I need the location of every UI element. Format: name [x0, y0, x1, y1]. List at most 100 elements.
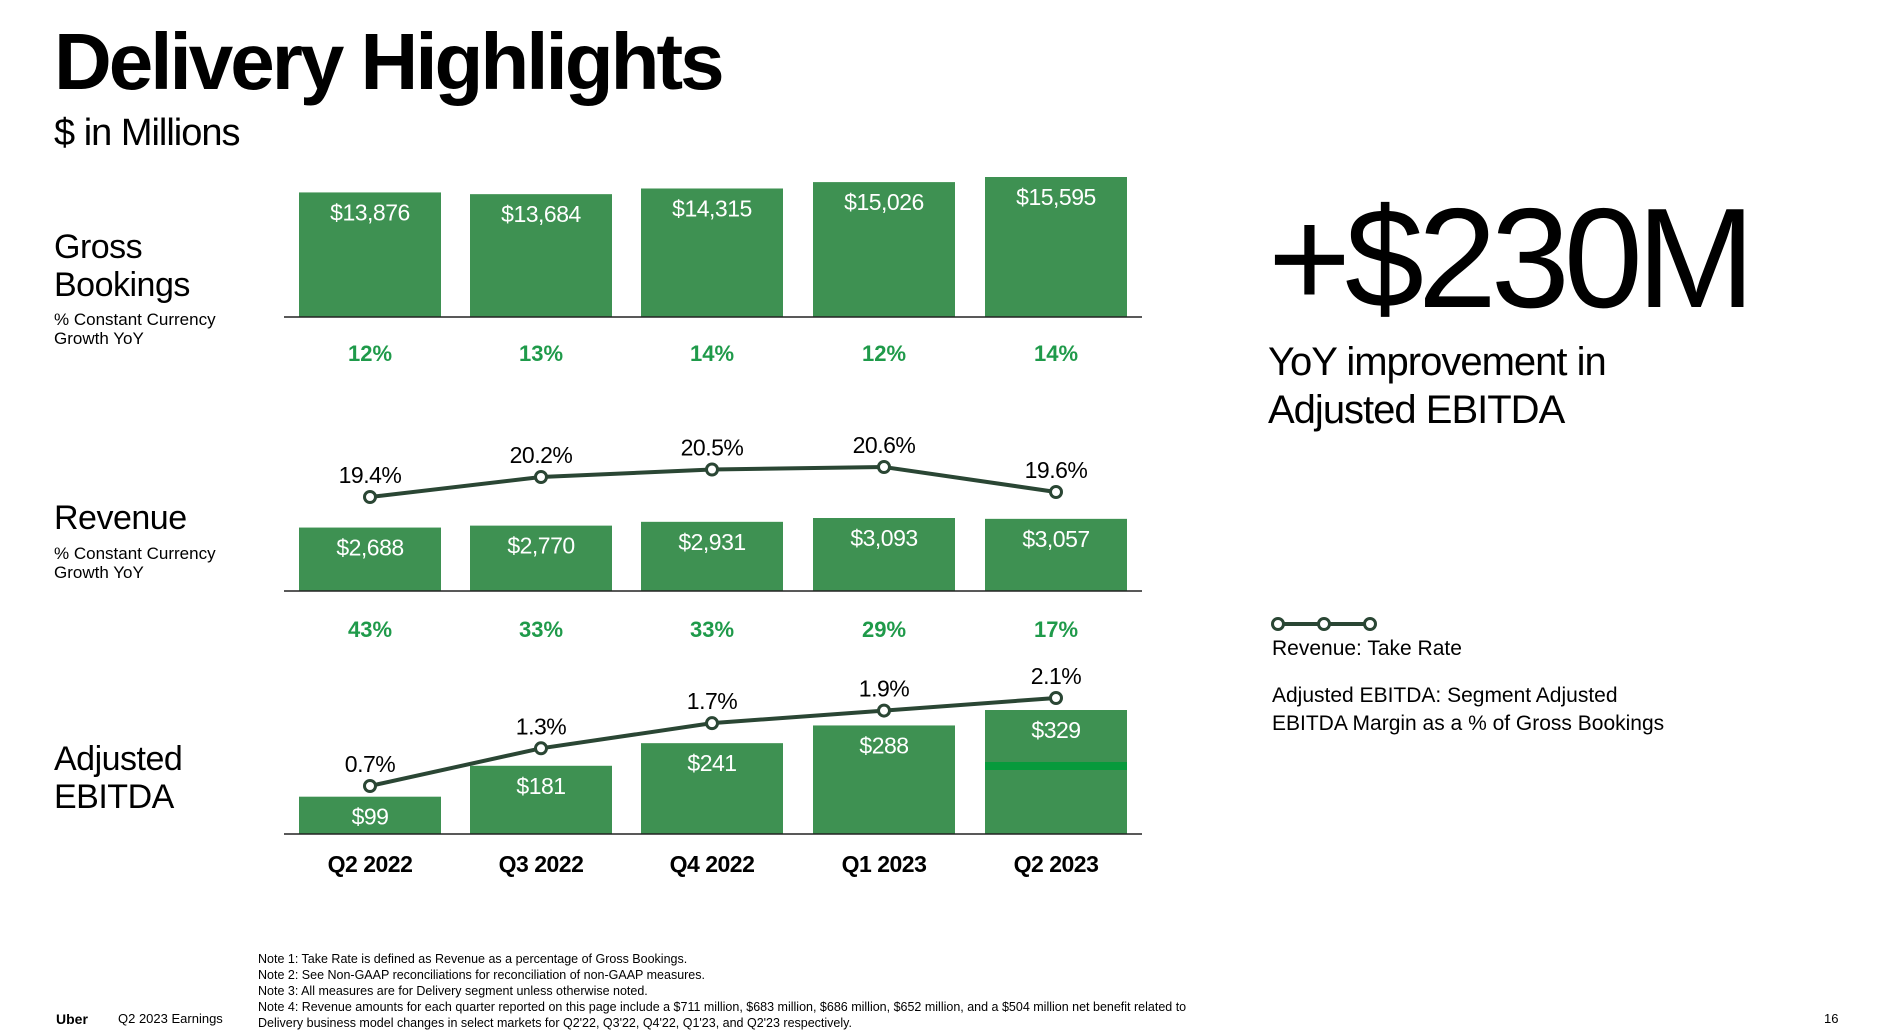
adjusted-ebitda-accent-stripe [985, 762, 1127, 770]
legend-marker-1 [1271, 617, 1285, 631]
revenue-take-rate-line-label-2: 20.5% [681, 435, 744, 461]
adjusted-ebitda-label: Adjusted EBITDA [54, 740, 183, 816]
revenue-bar-0 [299, 527, 441, 591]
adjusted-ebitda-bar-3 [813, 725, 955, 834]
gross-bookings-value-label-3: $15,026 [844, 189, 924, 215]
gross-bookings-bar-2 [641, 188, 783, 317]
adjusted-ebitda-margin-marker-0 [363, 779, 377, 793]
gross-bookings-value-label-0: $13,876 [330, 199, 410, 225]
gross-bookings-sublabel-line1: % Constant Currency [54, 310, 216, 329]
highlight-description: YoY improvement in Adjusted EBITDA [1268, 340, 1607, 432]
category-label-0: Q2 2022 [328, 851, 413, 877]
revenue-growth-label-3: 29% [862, 617, 906, 642]
revenue-label-line1: Revenue [54, 499, 187, 537]
footnotes: Note 1: Take Rate is defined as Revenue … [258, 951, 1278, 1031]
revenue-bar-4 [985, 518, 1127, 591]
page-number: 16 [1824, 1011, 1839, 1026]
adjusted-ebitda-bar-0 [299, 796, 441, 834]
gross-bookings-label-line2: Bookings [54, 266, 190, 304]
revenue-value-label-4: $3,057 [1022, 526, 1089, 552]
adjusted-ebitda-bar-4 [985, 710, 1127, 834]
revenue-growth-label-4: 17% [1034, 617, 1078, 642]
gross-bookings-value-label-4: $15,595 [1016, 184, 1096, 210]
revenue-growth-label-0: 43% [348, 617, 392, 642]
revenue-take-rate-line-label-1: 20.2% [510, 442, 573, 468]
legend-marker-3 [1363, 617, 1377, 631]
revenue-value-label-2: $2,931 [678, 529, 745, 555]
highlight-value: +$230M [1268, 179, 1755, 338]
adjusted-ebitda-margin-marker-3 [877, 703, 891, 718]
gross-bookings-growth-label-0: 12% [348, 341, 392, 366]
gross-bookings-value-label-2: $14,315 [672, 195, 752, 221]
gross-bookings-bar-3 [813, 182, 955, 317]
revenue-value-label-1: $2,770 [507, 533, 574, 559]
revenue-label: Revenue [54, 499, 187, 537]
gross-bookings-bar-4 [985, 177, 1127, 317]
adjusted-ebitda-value-label-2: $241 [687, 750, 736, 776]
note-1: Note 1: Take Rate is defined as Revenue … [258, 952, 688, 966]
adjusted-ebitda-margin-marker-1 [534, 741, 548, 756]
gross-bookings-sublabel: % Constant Currency Growth YoY [54, 310, 216, 348]
page-subtitle: $ in Millions [54, 112, 241, 154]
gross-bookings-growth-label-4: 14% [1034, 341, 1078, 366]
category-label-1: Q3 2022 [499, 851, 584, 877]
page-title: Delivery Highlights [54, 17, 725, 106]
gross-bookings-growth-label-3: 12% [862, 341, 906, 366]
adjusted-ebitda-margin-line-label-2: 1.7% [687, 688, 737, 714]
gross-bookings-label-line1: Gross [54, 228, 143, 266]
revenue-growth-label-2: 33% [690, 617, 734, 642]
revenue-value-label-3: $3,093 [850, 525, 917, 551]
adjusted-ebitda-value-label-3: $288 [859, 732, 908, 758]
gross-bookings-sublabel-line2: Growth YoY [54, 329, 144, 348]
gross-bookings-bar-1 [470, 194, 612, 317]
revenue-take-rate-marker-4 [1049, 485, 1063, 499]
adjusted-ebitda-value-label-4: $329 [1031, 717, 1080, 743]
legend-ebitda-margin: Adjusted EBITDA: Segment Adjusted EBITDA… [1272, 684, 1665, 735]
revenue-sublabel-line1: % Constant Currency [54, 544, 216, 563]
category-label-2: Q4 2022 [670, 851, 755, 877]
adjusted-ebitda-bar-1 [470, 765, 612, 834]
adjusted-ebitda-margin-marker-4 [1049, 691, 1063, 705]
revenue-take-rate-marker-3 [877, 460, 891, 474]
adjusted-ebitda-bar-2 [641, 743, 783, 834]
adjusted-ebitda-margin-marker-2 [705, 716, 719, 731]
revenue-take-rate-line-label-4: 19.6% [1025, 457, 1088, 483]
revenue-bar-2 [641, 521, 783, 591]
gross-bookings-bar-0 [299, 192, 441, 317]
gross-bookings-value-label-1: $13,684 [501, 201, 581, 227]
footer-brand: Uber [56, 1011, 88, 1027]
adjusted-ebitda-value-label-0: $99 [352, 804, 389, 830]
adjusted-ebitda-label-line1: Adjusted [54, 740, 183, 778]
revenue-take-rate-marker-2 [705, 462, 719, 477]
note-4-continued: Delivery business model changes in selec… [258, 1016, 852, 1030]
revenue-take-rate-marker-1 [534, 470, 548, 484]
note-4: Note 4: Revenue amounts for each quarter… [258, 1000, 1187, 1014]
gross-bookings-growth-label-2: 14% [690, 341, 734, 366]
category-label-3: Q1 2023 [842, 851, 927, 877]
note-3: Note 3: All measures are for Delivery se… [258, 984, 648, 998]
revenue-sublabel-line2: Growth YoY [54, 563, 144, 582]
adjusted-ebitda-value-label-1: $181 [516, 773, 565, 799]
gross-bookings-label: Gross Bookings [54, 228, 190, 304]
revenue-take-rate-line-label-3: 20.6% [853, 432, 916, 458]
legend-take-rate: Revenue: Take Rate [1272, 637, 1462, 660]
take-rate-legend-icon [1271, 617, 1377, 631]
revenue-growth-label-1: 33% [519, 617, 563, 642]
adjusted-ebitda-label-line2: EBITDA [54, 778, 174, 816]
adjusted-ebitda-margin-line-label-1: 1.3% [516, 713, 566, 739]
gross-bookings-growth-label-1: 13% [519, 341, 563, 366]
adjusted-ebitda-margin-line-label-3: 1.9% [859, 676, 909, 702]
footer-event: Q2 2023 Earnings [118, 1011, 223, 1026]
revenue-bar-1 [470, 525, 612, 591]
revenue-take-rate-marker-0 [363, 490, 377, 504]
category-label-4: Q2 2023 [1014, 851, 1099, 877]
adjusted-ebitda-margin-line-label-0: 0.7% [345, 751, 395, 777]
revenue-take-rate-line-label-0: 19.4% [339, 462, 402, 488]
legend-marker-2 [1317, 617, 1331, 631]
revenue-sublabel: % Constant Currency Growth YoY [54, 544, 216, 582]
revenue-value-label-0: $2,688 [336, 535, 403, 561]
note-2: Note 2: See Non-GAAP reconciliations for… [258, 968, 705, 982]
revenue-bar-3 [813, 518, 955, 591]
adjusted-ebitda-margin-line-label-4: 2.1% [1031, 663, 1081, 689]
delivery-charts: $13,876 $13,684 $14,315 $15,026 $15,595 12% 13… [284, 177, 1142, 877]
